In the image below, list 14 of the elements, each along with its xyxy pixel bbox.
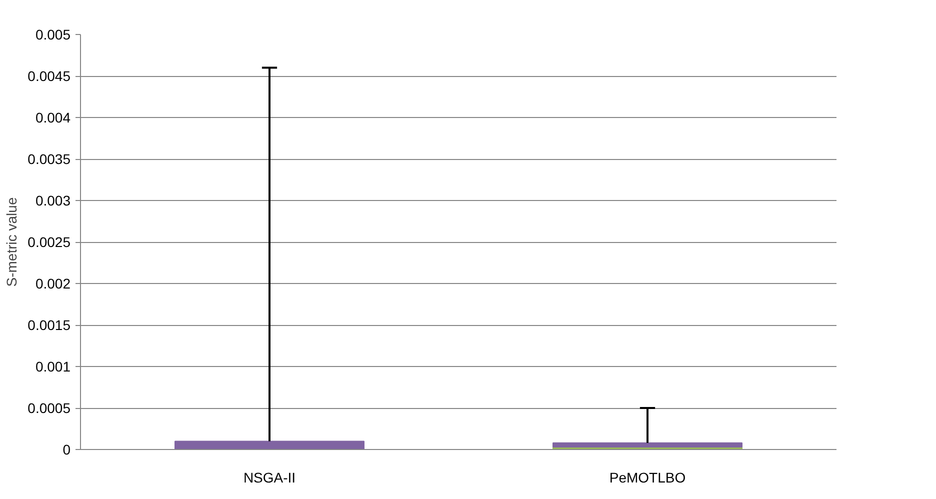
x-tick-label: NSGA-II <box>243 470 296 486</box>
y-tick-label: 0.0005 <box>28 400 71 416</box>
y-tick-label: 0.002 <box>35 276 71 292</box>
y-tick-label: 0.0045 <box>28 68 71 84</box>
y-axis-title: S-metric value <box>4 197 20 287</box>
y-tick-label: 0.0035 <box>28 151 71 167</box>
y-tick-label: 0.003 <box>35 192 71 208</box>
y-tick-label: 0.004 <box>35 110 71 126</box>
y-tick-label: 0.005 <box>35 26 71 42</box>
y-tick-label: 0.0015 <box>28 317 71 333</box>
x-tick-label: PeMOTLBO <box>609 470 686 486</box>
y-tick-label: 0.0025 <box>28 234 71 250</box>
y-tick-label: 0 <box>62 442 71 458</box>
y-tick-label: 0.001 <box>35 358 71 374</box>
